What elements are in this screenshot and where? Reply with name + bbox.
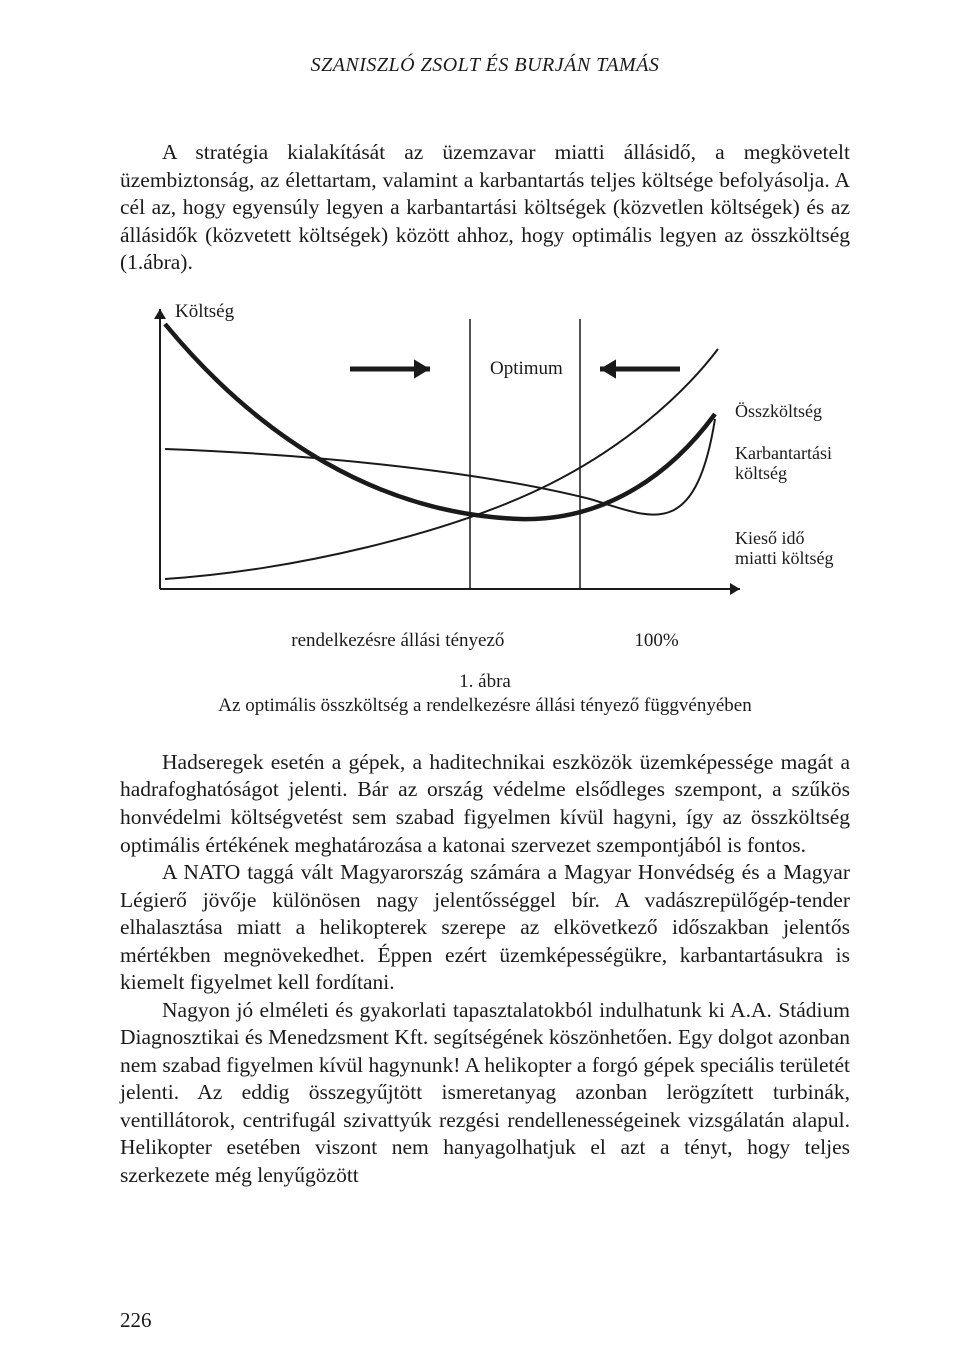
paragraph-2: Hadseregek esetén a gépek, a haditechnik… (120, 749, 850, 859)
svg-text:Összköltség: Összköltség (735, 401, 822, 421)
svg-text:Karbantartási: Karbantartási (735, 443, 832, 463)
x-axis-caption: rendelkezésre állási tényező (291, 630, 504, 652)
cost-chart: Költség Optimum Összköltség Karbantartásikö… (120, 299, 850, 619)
paragraph-3: A NATO taggá vált Magyarország számára a… (120, 859, 850, 997)
x-axis-100pct: 100% (634, 630, 678, 652)
svg-text:Költség: Költség (175, 301, 235, 322)
svg-text:Kieső idő: Kieső idő (735, 528, 805, 548)
figure-caption-text: Az optimális összköltség a rendelkezésre… (218, 695, 751, 716)
figure-caption: 1. ábra Az optimális összköltség a rende… (120, 670, 850, 719)
page-number: 226 (120, 1308, 152, 1333)
running-head: SZANISZLÓ ZSOLT ÉS BURJÁN TAMÁS (120, 54, 850, 77)
figure-number: 1. ábra (120, 670, 850, 695)
x-axis-caption-row: rendelkezésre állási tényező 100% (120, 630, 850, 652)
paragraph-1: A stratégia kialakítását az üzemzavar mi… (120, 139, 850, 277)
figure-1: Költség Optimum Összköltség Karbantartásikö… (120, 299, 850, 719)
page: SZANISZLÓ ZSOLT ÉS BURJÁN TAMÁS A straté… (0, 0, 960, 1357)
svg-text:Optimum: Optimum (490, 358, 563, 379)
svg-text:miatti költség: miatti költség (735, 548, 834, 568)
svg-text:költség: költség (735, 463, 787, 483)
paragraph-4: Nagyon jó elméleti és gyakorlati tapaszt… (120, 997, 850, 1190)
